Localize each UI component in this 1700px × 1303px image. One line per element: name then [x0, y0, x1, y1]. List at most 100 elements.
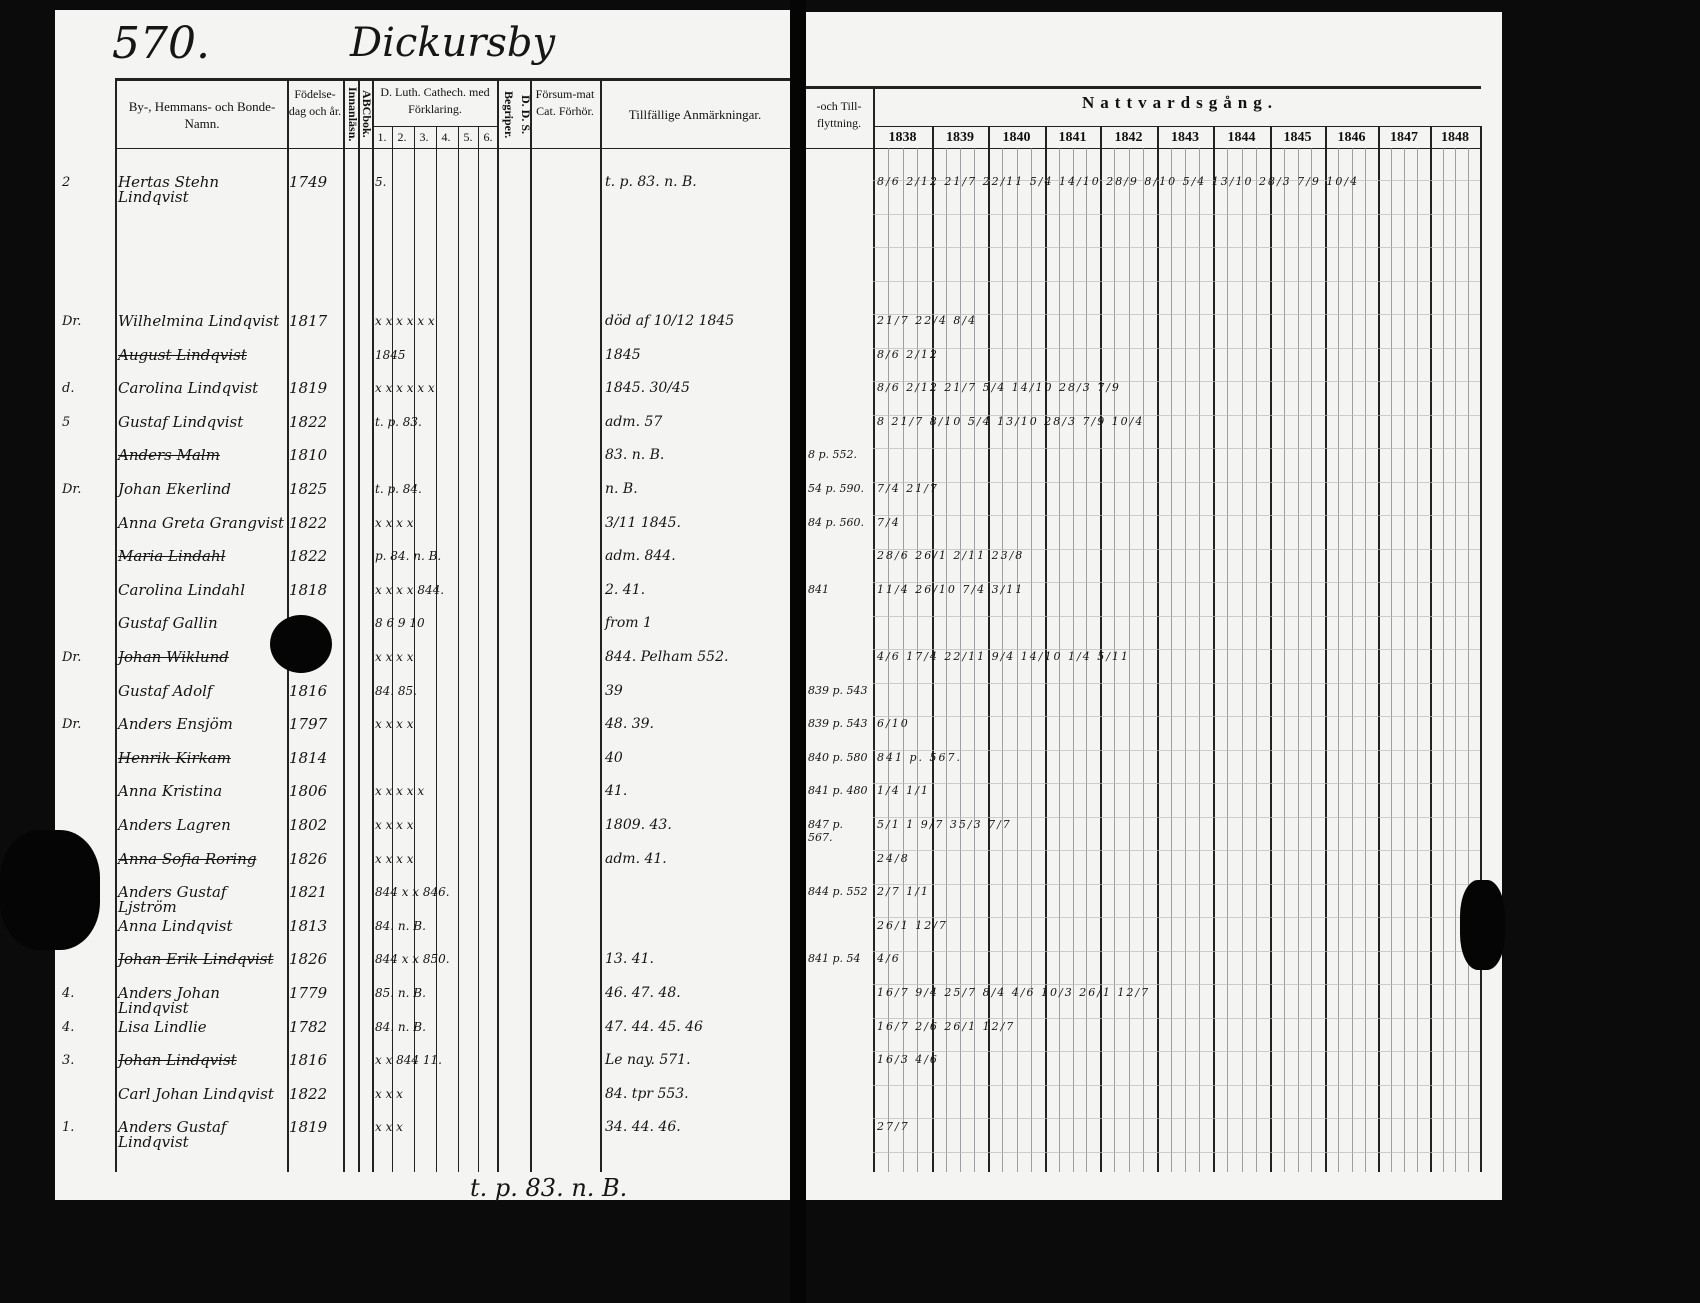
communion-dates: 841 p. 567.: [877, 751, 963, 764]
birth-year: 1825: [289, 480, 328, 498]
catechism-marks: 5.: [375, 175, 387, 189]
catechism-marks: 84. 85.: [375, 684, 417, 698]
grid-row-line: [873, 214, 1480, 215]
communion-dates: 11/4 26/10 7/4 3/11: [877, 583, 1025, 596]
catechism-marks: x x x x: [375, 516, 414, 530]
communion-dates: 1/4 1/1: [877, 784, 930, 797]
sub-column-line: [960, 148, 961, 1172]
remarks: 47. 44. 45. 46: [605, 1019, 703, 1035]
ink-blot: [270, 615, 332, 673]
person-name: Gustaf Gallin: [118, 614, 218, 632]
row-number: Dr.: [62, 482, 82, 497]
grid-row-line: [873, 1051, 1480, 1052]
sub-column-line: [1404, 148, 1405, 1172]
sub-column-line: [1199, 148, 1200, 1172]
grid-row-line: [873, 1152, 1480, 1153]
grid-row-line: [873, 951, 1480, 952]
row-number: Dr.: [62, 717, 82, 732]
page-damage-right: [1460, 880, 1505, 970]
moving-note: 841 p. 54: [808, 952, 861, 965]
communion-dates: 7/4 21/7: [877, 482, 939, 495]
sub-column-line: [1256, 148, 1257, 1172]
row-number: 2: [62, 175, 71, 190]
sub-column-line: [1468, 148, 1469, 1172]
row-number: 4.: [62, 986, 75, 1001]
header-luther-part: 4.: [441, 130, 451, 144]
year-header: 1848: [1441, 130, 1469, 145]
sub-column-line: [1417, 148, 1418, 1172]
column-line: [358, 78, 360, 1172]
grid-row-line: [873, 783, 1480, 784]
grid-row-line: [873, 549, 1480, 550]
moving-note: 844 p. 552: [808, 885, 868, 898]
remarks: 83. n. B.: [605, 447, 665, 463]
sub-column-line: [917, 148, 918, 1172]
remarks: adm. 41.: [605, 851, 667, 867]
header-remarks: Tillfällige Anmärkningar.: [628, 107, 762, 122]
moving-note: 847 p. 567.: [808, 818, 844, 844]
remarks: adm. 844.: [605, 548, 676, 564]
communion-dates: 4/6: [877, 952, 901, 965]
remarks: 1809. 43.: [605, 817, 672, 833]
grid-row-line: [873, 247, 1480, 248]
remarks: 3/11 1845.: [605, 515, 681, 531]
sub-column-line: [946, 148, 947, 1172]
year-header: 1846: [1337, 130, 1366, 145]
moving-note: 841: [808, 583, 829, 596]
catechism-marks: x x 844 11.: [375, 1053, 442, 1067]
catechism-marks: x x x x x x: [375, 314, 435, 328]
communion-dates: 21/7 22/4 8/4: [877, 314, 978, 327]
header-luther-part: 1.: [377, 130, 387, 144]
birth-year: 1749: [289, 173, 328, 191]
sub-column-line: [1227, 148, 1228, 1172]
moving-note: 8 p. 552.: [808, 448, 858, 461]
year-header: 1847: [1390, 130, 1418, 145]
person-name: Gustaf Adolf: [118, 682, 213, 700]
catechism-marks: 844 x x 846.: [375, 885, 450, 899]
catechism-marks: x x x: [375, 1120, 403, 1134]
person-name: Anna Kristina: [118, 782, 223, 800]
column-line: [458, 126, 459, 1172]
row-number: 4.: [62, 1020, 75, 1035]
remarks: n. B.: [605, 481, 638, 497]
grid-row-line: [873, 917, 1480, 918]
sub-column-line: [1059, 148, 1060, 1172]
remarks: 84. tpr 553.: [605, 1086, 689, 1102]
rule: [873, 126, 1481, 127]
header-moving: -och Till-flyttning.: [816, 99, 862, 130]
remarks: 2. 41.: [605, 582, 646, 598]
column-line: [343, 78, 345, 1172]
catechism-marks: 85. n. B.: [375, 986, 426, 1000]
catechism-marks: t. p. 84.: [375, 482, 422, 496]
sub-column-line: [1365, 148, 1366, 1172]
catechism-marks: t. p. 83.: [375, 415, 422, 429]
communion-dates: 8/6 2/12 21/7 22/11 5/4 14/10 28/9 8/10 …: [877, 175, 1360, 188]
person-name: Johan Erik Lindqvist: [118, 950, 274, 968]
sub-column-line: [1338, 148, 1339, 1172]
birth-year: 1822: [289, 1085, 328, 1103]
grid-row-line: [873, 281, 1480, 282]
person-name: Henrik Kirkam: [118, 749, 231, 767]
grid-row-line: [873, 683, 1480, 684]
row-number: 1.: [62, 1120, 75, 1135]
sub-column-line: [1242, 148, 1243, 1172]
header-communion: Nattvardsgång.: [1082, 93, 1278, 112]
grid-row-line: [873, 750, 1480, 751]
header-luther-part: 3.: [419, 130, 429, 144]
catechism-marks: 8 6 9 10: [375, 616, 425, 630]
grid-row-line: [873, 515, 1480, 516]
page-number: 570.: [112, 18, 210, 69]
grid-row-line: [873, 415, 1480, 416]
birth-year: 1810: [289, 446, 328, 464]
communion-dates: 16/7 9/4 25/7 8/4 4/6 10/3 26/1 12/7: [877, 986, 1151, 999]
column-line: [600, 78, 602, 1172]
grid-row-line: [873, 381, 1480, 382]
communion-dates: 27/7: [877, 1120, 910, 1133]
communion-dates: 8 21/7 8/10 5/4 13/10 28/3 7/9 10/4: [877, 415, 1145, 428]
rule: [115, 78, 790, 81]
moving-note: 54 p. 590.: [808, 482, 865, 495]
person-name: Anders Lagren: [118, 816, 231, 834]
grid-row-line: [873, 314, 1480, 315]
row-number: 3.: [62, 1053, 75, 1068]
person-name: Anders Malm: [118, 446, 220, 464]
